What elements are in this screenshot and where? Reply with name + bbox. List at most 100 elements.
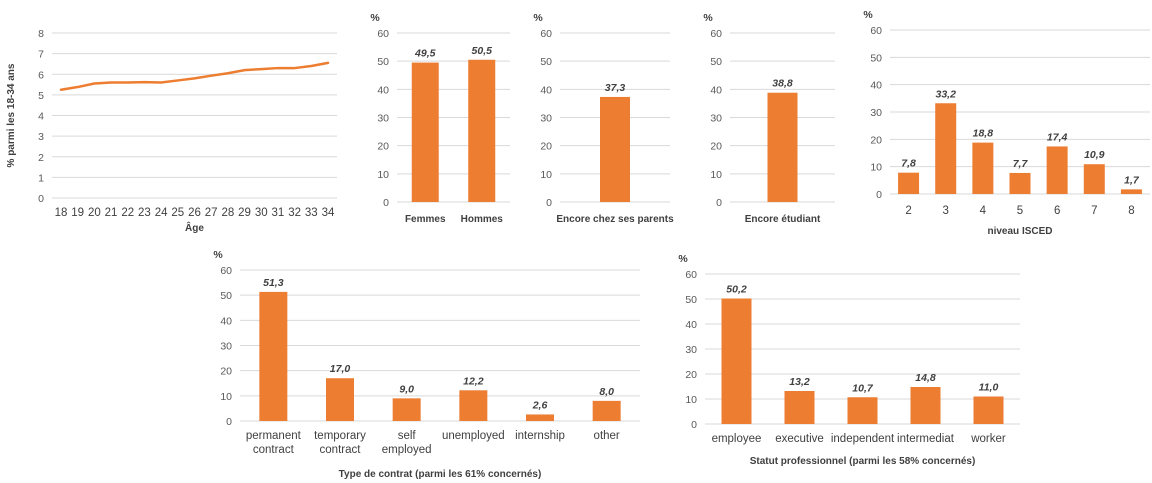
series-line — [59, 61, 330, 91]
x-tick-label: 20 — [88, 207, 101, 219]
x-tick-label: executive — [775, 433, 824, 445]
y-tick-label: 20 — [220, 366, 232, 378]
y-tick-label: 40 — [870, 80, 882, 92]
data-label: 50,2 — [726, 284, 747, 296]
y-tick-label: 3 — [38, 131, 44, 143]
y-tick-label: 50 — [685, 294, 697, 306]
bar — [411, 62, 439, 203]
x-tick-label: 19 — [71, 207, 84, 219]
y-axis-title: % parmi les 18-34 ans — [6, 63, 17, 167]
bar — [468, 59, 496, 203]
bar — [973, 396, 1004, 424]
bar — [259, 291, 288, 421]
bar — [1083, 164, 1105, 194]
x-tick-label: 25 — [171, 207, 184, 219]
x-tick-label: 29 — [238, 207, 251, 219]
bar — [326, 378, 354, 421]
y-unit-label: % — [863, 9, 873, 21]
bar — [784, 391, 815, 424]
y-tick-label: 40 — [710, 84, 722, 96]
x-tick-label: 18 — [55, 207, 68, 219]
data-label: 10,7 — [852, 382, 874, 394]
y-tick-label: 8 — [38, 28, 44, 40]
x-tick-label: 24 — [155, 207, 168, 219]
bar — [459, 390, 488, 421]
x-axis-title: Type de contrat (parmi les 61% concernés… — [339, 469, 542, 480]
chart-sexe: 0 10 20 30 40 50 60% 49,5 Femmes 50,5 Hommes — [370, 12, 510, 225]
y-tick-label: 30 — [685, 344, 697, 356]
chart-isced: 0 10 20 30 40 50 60% 7,8 2 33,2 3 18,8 4 7,7 5 17,4 6 10,… — [863, 9, 1150, 237]
y-tick-label: 60 — [870, 25, 882, 37]
y-tick-label: 10 — [685, 394, 697, 406]
bar — [1009, 172, 1031, 194]
x-tick-label: internship — [515, 430, 565, 442]
y-unit-label: % — [213, 249, 223, 261]
x-tick-label: other — [594, 430, 620, 442]
chart-parents: 0 10 20 30 40 50 60% 37,3 Encore chez ses parent… — [533, 12, 674, 225]
x-tick-label: independent — [831, 433, 895, 445]
y-tick-label: 20 — [710, 141, 722, 153]
y-tick-label: 50 — [870, 52, 882, 64]
x-axis-title: niveau ISCED — [987, 226, 1052, 237]
y-tick-label: 10 — [540, 169, 552, 181]
x-tick-label: 4 — [980, 205, 987, 217]
data-label: 18,8 — [973, 128, 994, 140]
y-unit-label: % — [370, 12, 380, 24]
x-tick-label: 33 — [305, 207, 318, 219]
bar — [898, 172, 920, 194]
y-tick-label: 20 — [685, 369, 697, 381]
y-tick-label: 1 — [38, 172, 44, 184]
bar — [1046, 146, 1068, 194]
bar — [526, 414, 554, 421]
y-tick-label: 40 — [540, 84, 552, 96]
data-label: 49,5 — [414, 48, 436, 60]
chart-contrat: 0 10 20 30 40 50 60% 51,3 permanent contract 17,0 t… — [213, 249, 640, 480]
data-label: 14,8 — [915, 372, 936, 384]
data-label: 7,8 — [901, 158, 916, 170]
y-tick-label: 0 — [383, 197, 389, 209]
y-tick-label: 60 — [540, 28, 552, 40]
y-tick-label: 0 — [546, 197, 552, 209]
y-tick-label: 30 — [870, 107, 882, 119]
data-label: 51,3 — [263, 277, 284, 289]
x-tick-label: 7 — [1091, 205, 1097, 217]
x-tick-label: employed — [382, 444, 432, 456]
x-tick-label: worker — [970, 433, 1006, 445]
chart-statut: 0 10 20 30 40 50 60% 50,2 employee 13,2 executive 1… — [678, 253, 1020, 467]
data-label: 1,7 — [1124, 174, 1140, 186]
x-tick-label: permanent — [246, 430, 302, 442]
y-tick-label: 60 — [220, 265, 232, 277]
bar — [910, 387, 941, 424]
y-tick-label: 0 — [38, 193, 44, 205]
x-tick-label: contract — [253, 444, 295, 456]
data-label: 37,3 — [605, 82, 626, 94]
y-tick-label: 0 — [716, 197, 722, 209]
y-tick-label: 60 — [377, 28, 389, 40]
y-tick-label: 0 — [691, 419, 697, 431]
y-tick-label: 20 — [540, 141, 552, 153]
y-tick-label: 10 — [710, 169, 722, 181]
bar — [767, 92, 798, 202]
y-tick-label: 30 — [377, 113, 389, 125]
x-tick-label: 23 — [138, 207, 151, 219]
y-tick-label: 10 — [377, 169, 389, 181]
chart-etudiant: 0 10 20 30 40 50 60% 38,8 Encore étudiant — [703, 12, 835, 225]
y-unit-label: % — [703, 12, 713, 24]
x-tick-label: 28 — [221, 207, 234, 219]
y-tick-label: 30 — [710, 113, 722, 125]
data-label: 38,8 — [772, 78, 793, 90]
x-tick-label: 6 — [1054, 205, 1060, 217]
x-axis-title: Âge — [185, 221, 204, 234]
data-label: 7,7 — [1013, 158, 1029, 170]
data-label: 17,0 — [330, 363, 351, 375]
y-tick-label: 20 — [870, 134, 882, 146]
y-tick-label: 50 — [540, 56, 552, 68]
x-axis-title: Statut professionnel (parmi les 58% conc… — [750, 456, 976, 467]
data-label: 17,4 — [1047, 131, 1068, 143]
x-tick-label: 3 — [943, 205, 949, 217]
x-tick-label: 34 — [322, 207, 335, 219]
y-tick-label: 7 — [38, 49, 44, 61]
data-label: 13,2 — [789, 376, 810, 388]
data-label: 12,2 — [463, 375, 484, 387]
